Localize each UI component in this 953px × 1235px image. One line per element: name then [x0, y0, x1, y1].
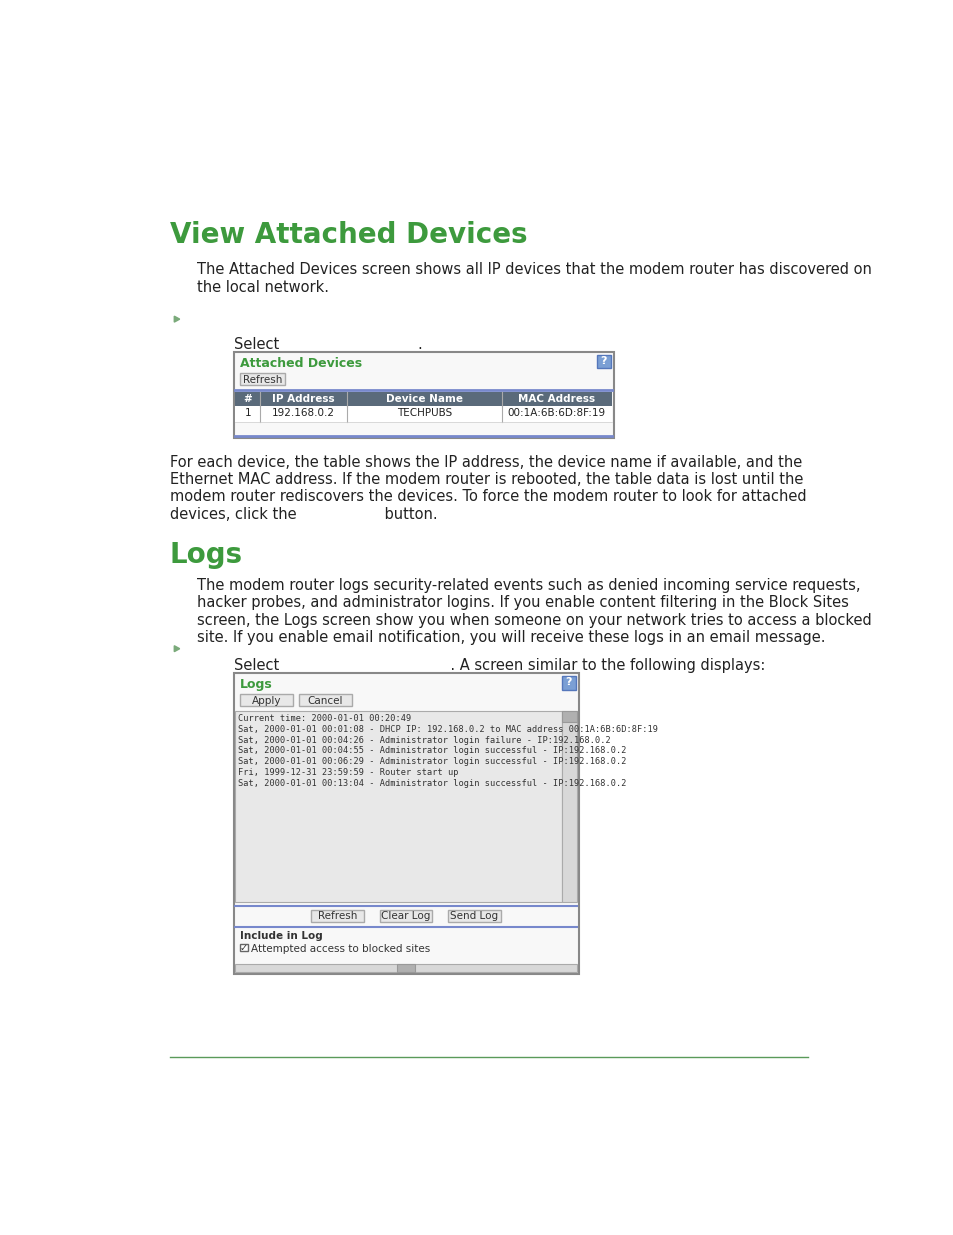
Bar: [240, 373, 285, 385]
Text: 192.168.0.2: 192.168.0.2: [272, 409, 335, 419]
Text: The modem router logs security-related events such as denied incoming service re: The modem router logs security-related e…: [196, 578, 871, 645]
Bar: [235, 393, 612, 406]
Bar: [396, 965, 415, 972]
Text: Logs: Logs: [240, 678, 273, 690]
Text: Refresh: Refresh: [243, 374, 282, 384]
Text: Attempted access to blocked sites: Attempted access to blocked sites: [251, 944, 430, 953]
Bar: [379, 910, 432, 923]
Text: 00:1A:6B:6D:8F:19: 00:1A:6B:6D:8F:19: [507, 409, 605, 419]
Bar: [235, 965, 577, 972]
Text: ?: ?: [565, 677, 572, 687]
Text: Attached Devices: Attached Devices: [240, 357, 362, 369]
Text: MAC Address: MAC Address: [517, 394, 595, 404]
Text: The Attached Devices screen shows all IP devices that the modem router has disco: The Attached Devices screen shows all IP…: [196, 262, 871, 295]
Text: ✓: ✓: [239, 942, 247, 953]
Text: Clear Log: Clear Log: [381, 911, 430, 921]
Bar: [233, 352, 613, 438]
Text: IP Address: IP Address: [273, 394, 335, 404]
Text: #: #: [243, 394, 252, 404]
Polygon shape: [174, 646, 179, 652]
Bar: [235, 406, 612, 421]
Text: Select                                     . A screen similar to the following d: Select . A screen similar to the followi…: [233, 658, 764, 673]
Text: Sat, 2000-01-01 00:04:55 - Administrator login successful - IP:192.168.0.2: Sat, 2000-01-01 00:04:55 - Administrator…: [237, 746, 626, 756]
Polygon shape: [174, 316, 179, 322]
Text: Device Name: Device Name: [386, 394, 462, 404]
Text: View Attached Devices: View Attached Devices: [170, 221, 527, 249]
Text: 1: 1: [244, 409, 251, 419]
Text: Sat, 2000-01-01 00:01:08 - DHCP IP: 192.168.0.2 to MAC address 00:1A:6B:6D:8F:19: Sat, 2000-01-01 00:01:08 - DHCP IP: 192.…: [237, 725, 658, 734]
Bar: [233, 673, 578, 973]
Text: Refresh: Refresh: [317, 911, 357, 921]
Text: Sat, 2000-01-01 00:13:04 - Administrator login successful - IP:192.168.0.2: Sat, 2000-01-01 00:13:04 - Administrator…: [237, 779, 626, 788]
Text: Sat, 2000-01-01 00:04:26 - Administrator login failure - IP:192.168.0.2: Sat, 2000-01-01 00:04:26 - Administrator…: [237, 736, 610, 745]
Text: TECHPUBS: TECHPUBS: [396, 409, 452, 419]
Text: For each device, the table shows the IP address, the device name if available, a: For each device, the table shows the IP …: [170, 454, 805, 522]
Text: Include in Log: Include in Log: [240, 931, 322, 941]
Bar: [240, 694, 293, 706]
Bar: [240, 944, 248, 951]
Text: ?: ?: [599, 356, 606, 366]
Text: Send Log: Send Log: [450, 911, 497, 921]
Bar: [561, 711, 577, 721]
Text: Sat, 2000-01-01 00:06:29 - Administrator login successful - IP:192.168.0.2: Sat, 2000-01-01 00:06:29 - Administrator…: [237, 757, 626, 766]
Bar: [311, 910, 364, 923]
Text: Current time: 2000-01-01 00:20:49: Current time: 2000-01-01 00:20:49: [237, 714, 411, 724]
Bar: [561, 711, 577, 902]
Bar: [596, 354, 610, 368]
Bar: [298, 694, 352, 706]
Bar: [235, 711, 561, 902]
Text: Cancel: Cancel: [307, 695, 343, 705]
Bar: [447, 910, 500, 923]
Text: Logs: Logs: [170, 541, 242, 569]
Bar: [561, 676, 575, 689]
Text: Select                              .: Select .: [233, 337, 422, 352]
Text: Apply: Apply: [252, 695, 281, 705]
Text: Fri, 1999-12-31 23:59:59 - Router start up: Fri, 1999-12-31 23:59:59 - Router start …: [237, 768, 457, 777]
